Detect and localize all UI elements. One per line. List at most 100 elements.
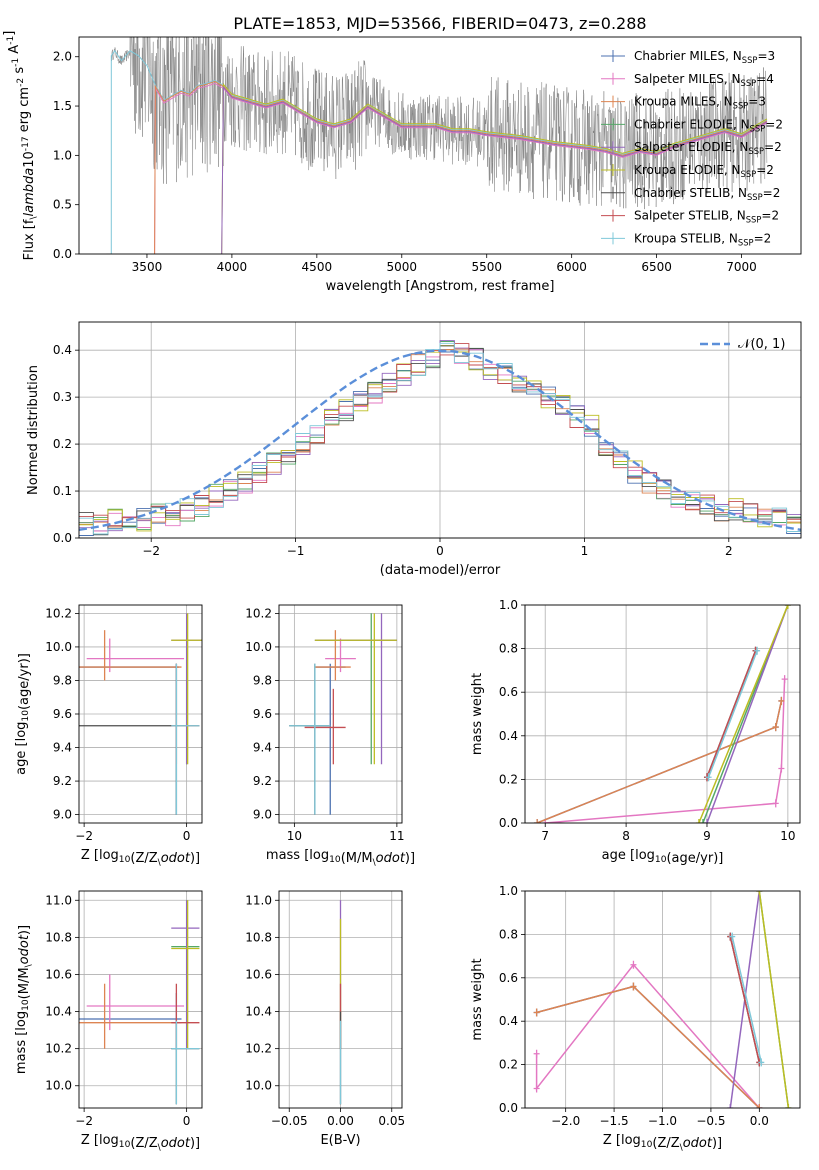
y-tick-label: 9.0 — [253, 808, 272, 822]
y-tick-label: 0.2 — [499, 772, 518, 786]
y-tick-label: 0.2 — [53, 437, 72, 451]
y-tick-label: 0.5 — [53, 198, 72, 212]
x-tick-label: 4500 — [302, 260, 333, 274]
x-tick-label: 0.00 — [327, 1114, 354, 1128]
y-tick-label: 0.4 — [53, 343, 72, 357]
x-tick-label: 0 — [436, 544, 444, 558]
x-tick-label: −2 — [75, 1114, 93, 1128]
y-tick-label: 9.2 — [253, 774, 272, 788]
y-axis-label: Flux [f\lambda10-17 erg cm-2 s-1 A-1] — [2, 31, 39, 261]
data-spectrum — [106, 37, 768, 254]
series-line-salpeter_elodie — [706, 605, 789, 823]
x-axis-label: age [log10(age/yr)] — [602, 848, 724, 866]
errorbar-point-kroupa_miles — [314, 630, 351, 681]
panel-mass_vs_ebv: −0.05 0.00 0.05 10.0 10.2 10.4 10.6 10.8 11.0 E(B… — [245, 890, 405, 1148]
series-marker-kroupa_elodie — [695, 819, 702, 823]
legend-label: Chabrier STELIB, NSSP=2 — [634, 186, 780, 202]
series-marker-salpeter_miles — [781, 675, 788, 684]
axes-frame-mass_vs_Z — [78, 890, 203, 1109]
series-marker-salpeter_elodie — [727, 1104, 734, 1108]
legend-label: Salpeter MILES, NSSP=4 — [634, 72, 774, 88]
y-tick-label: 10.0 — [245, 640, 272, 654]
y-tick-label: 0.0 — [53, 531, 72, 545]
x-tick-label: 10 — [287, 829, 302, 843]
series-line-salpeter_stelib — [706, 650, 757, 778]
y-tick-label: 2.0 — [53, 50, 72, 64]
errorbar-point-chabrier_miles — [314, 663, 346, 815]
errorbar-point-chabrier_stelib — [171, 1020, 200, 1105]
series-marker-kroupa_elodie — [785, 1104, 792, 1108]
x-tick-label: −1.5 — [600, 1114, 629, 1128]
model-kroupa_miles — [154, 80, 768, 254]
y-tick-label: 10.6 — [245, 967, 272, 981]
axes-frame-massweight_vs_age — [524, 604, 801, 824]
errorbar-point-salpeter_elodie — [171, 900, 200, 1049]
y-tick-label: 9.4 — [253, 741, 272, 755]
y-tick-label: 0.2 — [499, 1058, 518, 1072]
errorbar-point-kroupa_elodie — [314, 613, 397, 765]
y-tick-label: 0.0 — [53, 247, 72, 261]
series-marker-kroupa_miles — [772, 723, 779, 732]
y-tick-label: 10.2 — [45, 1042, 72, 1056]
plot-area-residuals — [79, 340, 801, 536]
series-marker-chabrier_elodie — [699, 819, 706, 823]
x-tick-label: −0.5 — [696, 1114, 725, 1128]
axes-frame-mass_vs_ebv — [278, 890, 403, 1109]
x-tick-label: 5500 — [471, 260, 502, 274]
x-tick-label: 0 — [183, 1114, 191, 1128]
x-tick-label: 9 — [703, 829, 711, 843]
errorbar-point-kroupa_stelib — [171, 663, 200, 815]
x-tick-label: 3500 — [132, 260, 163, 274]
series-marker-kroupa_miles — [533, 1008, 540, 1017]
y-tick-label: 9.4 — [53, 741, 72, 755]
series-line-kroupa_elodie — [698, 605, 789, 823]
legend-label: Salpeter STELIB, NSSP=2 — [634, 209, 779, 225]
histogram-kroupa_stelib — [79, 342, 801, 535]
errorbar-point-salpeter_elodie — [314, 613, 397, 765]
y-tick-label: 0.0 — [499, 1101, 518, 1115]
series-marker-salpeter_miles — [772, 799, 779, 808]
y-tick-label: 0.3 — [53, 390, 72, 404]
histogram-chabrier_stelib — [79, 345, 801, 536]
axes-frame-age_vs_mass — [278, 604, 403, 824]
y-tick-label: 0.8 — [499, 927, 518, 941]
y-tick-label: 10.2 — [245, 606, 272, 620]
y-tick-label: 10.0 — [245, 1079, 272, 1093]
series-line-kroupa_stelib — [707, 650, 758, 778]
x-tick-label: 7 — [541, 829, 549, 843]
errorbar-point-salpeter_stelib — [304, 688, 346, 765]
x-tick-label: −1.0 — [648, 1114, 677, 1128]
panel-age_vs_mass: 10 11 9.0 9.2 9.4 9.6 9.8 10.0 10.2 mass [log10(M… — [245, 604, 415, 868]
y-tick-label: 10.4 — [45, 1005, 72, 1019]
legend-label: 𝒩(0, 1) — [738, 337, 785, 352]
series-line-salpeter_miles — [535, 963, 760, 1108]
y-tick-label: 9.0 — [53, 808, 72, 822]
errorbar-point-chabrier_miles — [79, 663, 179, 815]
errorbar-point-kroupa_miles — [79, 983, 182, 1049]
x-axis-label: Z [log10(Z/Z\odot)] — [81, 1133, 200, 1153]
figure-title: PLATE=1853, MJD=53566, FIBERID=0473, z=0… — [233, 14, 646, 33]
y-tick-label: 0.6 — [499, 685, 518, 699]
y-tick-label: 11.0 — [45, 893, 72, 907]
y-tick-label: 10.0 — [45, 1079, 72, 1093]
x-tick-label: −0.05 — [271, 1114, 308, 1128]
plot-area-massweight_vs_age — [534, 605, 791, 823]
panel-massweight_vs_Z: −2.0 −1.5 −1.0 −0.5 0.0 0.0 0.2 0.4 0.6 0.8 1.0 Z [… — [470, 884, 801, 1153]
series-marker-kroupa_miles — [756, 1104, 763, 1108]
series-line-kroupa_miles — [536, 985, 760, 1108]
y-tick-label: 1.0 — [499, 598, 518, 612]
y-axis-label: Normed distribution — [26, 365, 41, 495]
errorbar-point-chabrier_miles — [79, 993, 182, 1049]
panel-age_vs_Z: −2 0 9.0 9.2 9.4 9.6 9.8 10.0 10.2 Z [log10(Z/Z\o… — [14, 604, 203, 868]
x-tick-label: −1 — [287, 544, 305, 558]
model-kroupa_elodie — [221, 82, 768, 254]
y-tick-label: 10.2 — [45, 606, 72, 620]
series-line-kroupa_elodie — [758, 891, 790, 1108]
errorbar-point-kroupa_stelib — [289, 663, 331, 815]
plot-area-mass_vs_Z — [79, 900, 200, 1105]
y-tick-label: 0.8 — [499, 642, 518, 656]
x-tick-label: 7000 — [726, 260, 757, 274]
x-axis-label: mass [log10(M/M\odot)] — [266, 848, 415, 868]
series-line-kroupa_stelib — [731, 936, 763, 1063]
